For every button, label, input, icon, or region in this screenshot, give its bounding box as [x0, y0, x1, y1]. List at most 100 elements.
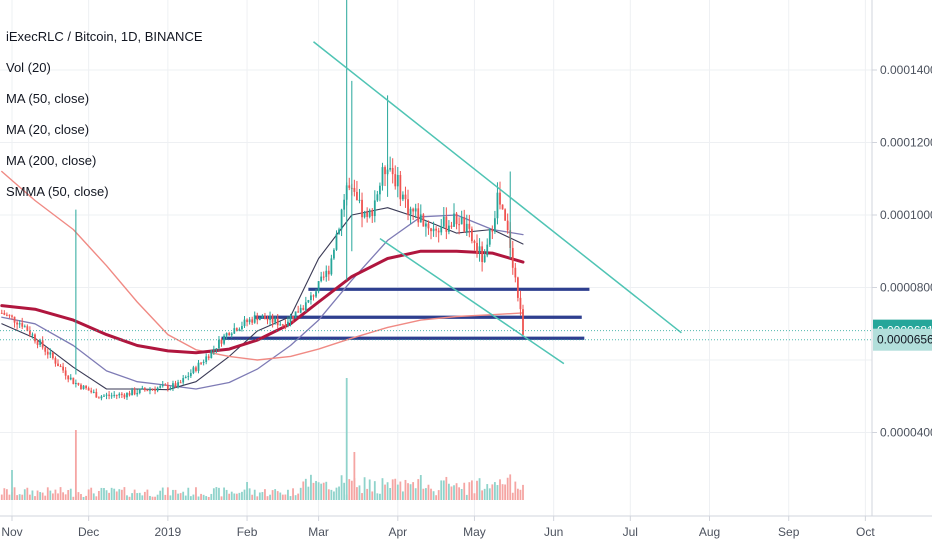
candle-body — [0, 312, 3, 314]
volume-bar — [402, 491, 404, 500]
candle-body — [361, 199, 363, 218]
volume-bar — [92, 493, 95, 500]
candle-body — [302, 307, 305, 311]
candle-body — [281, 324, 284, 326]
volume-bar — [327, 489, 330, 500]
candle-body — [184, 376, 187, 379]
candle-body — [425, 223, 427, 227]
candle-body — [340, 209, 343, 230]
volume-bar — [85, 495, 87, 500]
candle-body — [103, 395, 105, 397]
volume-bar — [450, 486, 453, 500]
volume-bar — [504, 484, 507, 500]
candle-body — [230, 333, 233, 336]
candle-body — [64, 370, 67, 376]
volume-bar — [95, 496, 98, 500]
candle-body — [46, 351, 49, 355]
candle-body — [251, 319, 254, 323]
x-tick-label: Jun — [544, 525, 563, 539]
volume-bar — [225, 489, 228, 500]
candle-body — [310, 295, 312, 301]
volume-bar — [223, 487, 225, 500]
volume-bar — [82, 496, 85, 500]
volume-bar — [161, 487, 164, 500]
volume-bar — [478, 478, 481, 500]
volume-bar — [516, 488, 519, 500]
legend-ma200[interactable]: MA (200, close) — [6, 153, 97, 168]
volume-bar — [338, 486, 340, 500]
candle-body — [320, 276, 323, 282]
legend-ma20[interactable]: MA (20, close) — [6, 122, 90, 137]
volume-bar — [445, 476, 448, 500]
candle-body — [87, 388, 90, 391]
volume-bar — [215, 487, 218, 500]
candle-body — [57, 363, 59, 367]
volume-bar — [522, 484, 524, 500]
volume-bar — [54, 489, 57, 500]
volume-bar — [187, 487, 190, 500]
y-tick-label: 0.0000800 — [880, 281, 932, 295]
candle-body — [26, 326, 29, 331]
candle-body — [105, 394, 108, 396]
volume-bar — [264, 489, 266, 500]
candle-body — [455, 213, 458, 225]
candle-body — [417, 208, 420, 223]
volume-bar — [481, 490, 484, 500]
candle-body — [200, 362, 202, 364]
ma-line-1 — [1, 214, 524, 390]
candle-body — [18, 323, 21, 325]
candle-body — [412, 208, 415, 212]
candle-body — [13, 316, 16, 323]
x-tick-label: Jul — [623, 525, 638, 539]
candle-body — [74, 382, 77, 385]
volume-bar — [90, 487, 93, 500]
candle-body — [511, 247, 514, 268]
volume-bar — [376, 493, 379, 500]
candle-body — [228, 333, 231, 336]
volume-bar — [292, 488, 294, 500]
volume-bar — [108, 492, 110, 500]
volume-bar — [177, 493, 179, 500]
volume-bar — [51, 493, 54, 500]
candle-body — [69, 377, 72, 380]
volume-bar — [310, 474, 312, 500]
volume-bar — [299, 487, 302, 500]
volume-bar — [476, 480, 478, 500]
candle-body — [248, 319, 251, 323]
candlesticks — [0, 0, 524, 401]
volume-bar — [80, 494, 82, 500]
volume-bar — [511, 492, 514, 500]
candle-body — [210, 350, 213, 359]
volume-bar — [5, 489, 8, 500]
candle-body — [476, 242, 478, 254]
candle-body — [215, 348, 218, 350]
candle-body — [59, 366, 62, 368]
candle-body — [202, 361, 205, 363]
legend-ma50[interactable]: MA (50, close) — [6, 91, 90, 106]
legend-vol[interactable]: Vol (20) — [6, 60, 51, 75]
candle-body — [468, 223, 471, 229]
candle-body — [312, 295, 315, 297]
volume-bar — [350, 480, 353, 500]
x-tick-label: Apr — [388, 525, 407, 539]
volume-bar — [166, 487, 169, 500]
volume-bar — [133, 489, 136, 500]
legend-smma50[interactable]: SMMA (50, close) — [6, 184, 109, 199]
volume-bar — [473, 493, 476, 500]
volume-bar — [110, 487, 113, 500]
candle-body — [141, 388, 144, 390]
candle-body — [149, 389, 151, 391]
candle-body — [100, 396, 103, 399]
volume-bar — [169, 495, 172, 500]
candle-body — [363, 212, 366, 218]
candle-body — [307, 300, 310, 303]
candle-body — [161, 384, 164, 387]
volume-bar — [103, 488, 105, 500]
candle-body — [289, 316, 292, 322]
candle-body — [128, 392, 131, 396]
candle-body — [77, 382, 80, 385]
volume-spike — [11, 470, 13, 500]
volume-bar — [493, 482, 496, 500]
candle-body — [435, 228, 438, 231]
